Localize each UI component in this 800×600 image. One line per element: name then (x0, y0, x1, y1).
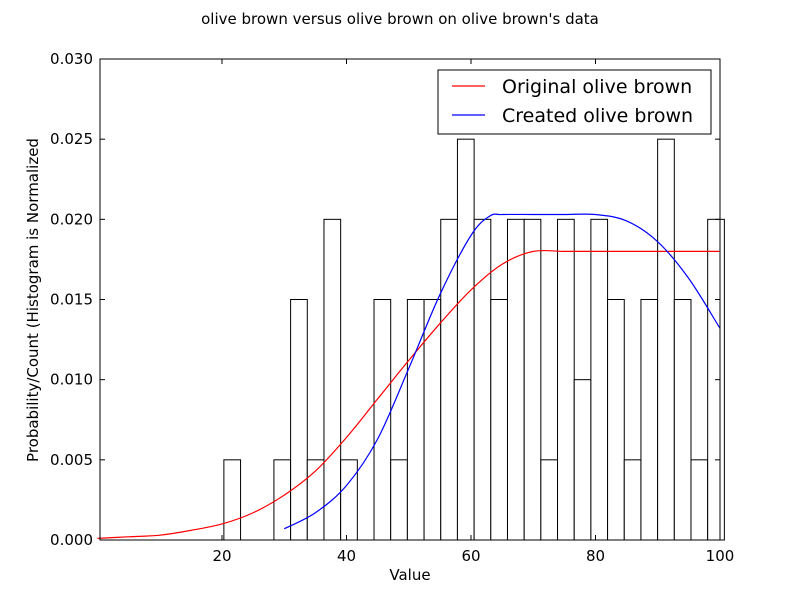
histogram-bar (673, 299, 692, 541)
y-tick-label: 0.000 (50, 531, 93, 549)
histogram-bar (373, 299, 392, 541)
histogram-bar (590, 218, 609, 541)
histogram-bar (623, 459, 642, 541)
y-tick-label: 0.030 (50, 50, 93, 68)
histogram-bar (456, 138, 475, 541)
legend-label-created: Created olive brown (502, 105, 693, 127)
histogram-bar (490, 299, 508, 541)
histogram-bar (540, 459, 559, 541)
histogram-bar (406, 299, 425, 541)
histogram-bar (306, 459, 325, 541)
histogram-bar (390, 459, 408, 541)
x-tick-label: 60 (461, 547, 480, 565)
x-tick-label: 100 (706, 547, 735, 565)
legend: Original olive brown Created olive brown (437, 69, 712, 135)
x-tick-label: 40 (337, 547, 356, 565)
chart-title: olive brown versus olive brown on olive … (201, 10, 599, 28)
axis-ticks: 20 40 60 80 100 0.000 0.005 0.010 0.015 0.020 0.02… (50, 50, 734, 565)
histogram-bar (573, 379, 592, 541)
histogram-bar (323, 218, 342, 541)
series-line-created (283, 213, 721, 530)
histogram-bar (223, 459, 242, 541)
histogram-bars (223, 138, 725, 541)
y-axis-label: Probability/Count (Histogram is Normaliz… (24, 138, 42, 462)
x-axis-label: Value (389, 566, 430, 584)
histogram-bar (290, 299, 308, 541)
y-tick-label: 0.025 (50, 130, 93, 148)
x-tick-label: 20 (212, 547, 231, 565)
histogram-bar (340, 459, 358, 541)
histogram-bar (523, 218, 542, 541)
histogram-bar (690, 459, 709, 541)
series-lines (97, 213, 721, 539)
legend-label-original: Original olive brown (502, 76, 692, 98)
x-tick-label: 80 (586, 547, 605, 565)
histogram-bar (423, 299, 442, 541)
histogram-bar (640, 299, 659, 541)
histogram-bar (440, 218, 458, 541)
legend-box (437, 69, 712, 135)
histogram-bar (607, 299, 625, 541)
y-tick-label: 0.010 (50, 371, 93, 389)
histogram-bar (506, 218, 525, 541)
histogram-bar (473, 218, 492, 541)
y-tick-label: 0.020 (50, 210, 93, 228)
histogram-bar (557, 218, 575, 541)
series-line-original (97, 249, 720, 539)
y-tick-label: 0.015 (50, 291, 93, 309)
y-tick-label: 0.005 (50, 451, 93, 469)
histogram-bar (657, 138, 675, 541)
